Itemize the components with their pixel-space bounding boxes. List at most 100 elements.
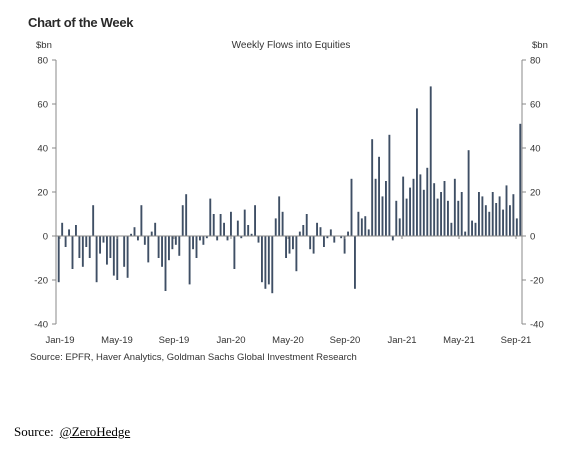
bar: [343, 236, 346, 254]
bar: [419, 174, 422, 236]
bar: [312, 236, 315, 254]
bar: [261, 236, 263, 283]
bar: [61, 222, 64, 236]
bar: [126, 236, 129, 278]
x-ticks: Jan-19 May-19 Sep-19 Jan-20 May-20 Sep-20 Jan-…: [45, 236, 531, 346]
bar: [281, 211, 284, 236]
bar: [512, 194, 515, 236]
bar: [68, 229, 70, 236]
bar: [302, 225, 305, 236]
bars: [57, 86, 522, 294]
bar: [226, 236, 229, 241]
bar: [395, 200, 398, 236]
bar: [464, 231, 467, 236]
bar: [164, 236, 167, 291]
bar: [219, 214, 222, 236]
y-tick-label-right: 20: [530, 188, 541, 199]
y-tick-label-right: 60: [530, 100, 541, 111]
bar: [233, 236, 236, 269]
bar: [147, 236, 150, 263]
bar: [491, 192, 494, 236]
chart-header-title: Chart of the Week: [28, 15, 134, 30]
bar: [519, 123, 522, 236]
bar: [416, 108, 418, 236]
bar: [453, 178, 456, 236]
y-axis-label-left: $bn: [36, 40, 52, 51]
bar: [236, 220, 239, 236]
bar: [484, 205, 487, 236]
bar: [364, 216, 367, 236]
bar: [81, 236, 84, 267]
x-tick-label: May-20: [272, 335, 304, 346]
source-note: Source: EPFR, Haver Analytics, Goldman S…: [30, 352, 357, 363]
bar: [295, 236, 298, 272]
bar: [367, 229, 370, 236]
y-tick-label-left: 40: [37, 144, 48, 155]
x-tick-label: Jan-21: [387, 335, 416, 346]
bar: [354, 236, 356, 289]
bar: [447, 200, 449, 236]
y-ticks: -40 -40 -20 -20 0 0 20 20 40 40 60 60 80 80: [34, 56, 543, 331]
bar: [78, 236, 81, 258]
bar: [495, 203, 498, 236]
bar: [440, 192, 442, 236]
bar: [247, 225, 250, 236]
bar: [357, 211, 360, 236]
bar: [157, 236, 160, 258]
bar: [188, 236, 191, 285]
bar: [112, 236, 115, 276]
y-tick-label-right: 0: [530, 232, 535, 243]
bar: [209, 198, 212, 236]
bar: [168, 236, 170, 261]
bar: [161, 236, 163, 267]
y-tick-label-right: 40: [530, 144, 541, 155]
bar: [192, 236, 194, 250]
bar: [509, 205, 511, 236]
bar: [285, 236, 287, 258]
bar: [271, 236, 274, 294]
bar: [216, 236, 219, 241]
bar: [340, 236, 343, 239]
bar: [360, 218, 363, 236]
x-tick-label: Jan-20: [216, 335, 245, 346]
y-tick-label-left: -20: [34, 276, 48, 287]
bar: [436, 198, 439, 236]
bar: [123, 236, 126, 267]
bar: [333, 236, 336, 243]
bar: [402, 176, 405, 236]
bar: [498, 196, 501, 236]
bar: [292, 236, 294, 250]
bar: [150, 231, 153, 236]
x-tick-label: Sep-21: [501, 335, 532, 346]
chart-title: Weekly Flows into Equities: [232, 40, 351, 51]
bar: [412, 178, 415, 236]
bar: [171, 236, 174, 250]
bar: [116, 236, 119, 280]
bar: [250, 233, 253, 236]
bar: [199, 236, 201, 241]
bar: [460, 192, 463, 236]
y-tick-label-right: -20: [530, 276, 544, 287]
bar: [371, 139, 374, 236]
bar: [309, 236, 312, 250]
bar: [426, 167, 429, 236]
bar: [212, 214, 215, 236]
bar: [267, 236, 270, 285]
bar: [230, 211, 232, 236]
bar: [429, 86, 432, 237]
bar: [64, 236, 67, 247]
bar: [75, 225, 77, 236]
x-tick-label: Sep-19: [159, 335, 190, 346]
bar: [405, 198, 408, 236]
bar: [181, 205, 184, 236]
bar: [388, 134, 391, 236]
bar: [71, 236, 74, 269]
y-tick-label-left: 0: [43, 232, 48, 243]
bar: [274, 218, 277, 236]
y-tick-label-left: 80: [37, 56, 48, 67]
bar: [240, 236, 243, 239]
y-tick-label-left: 20: [37, 188, 48, 199]
zerohedge-link[interactable]: @ZeroHedge: [59, 424, 131, 439]
bar: [88, 236, 91, 258]
